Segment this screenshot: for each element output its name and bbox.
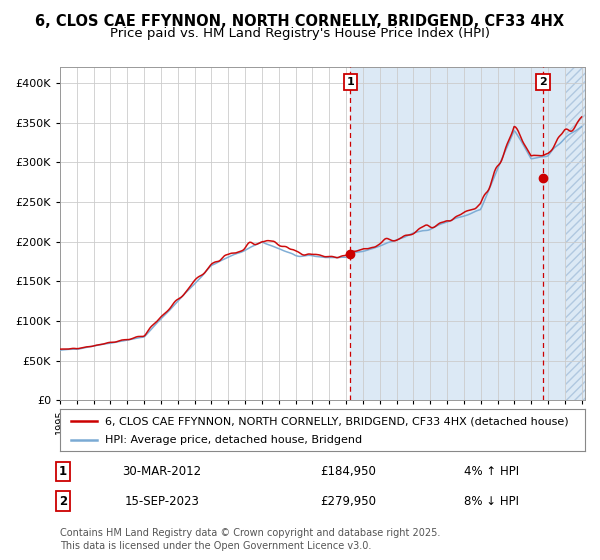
Text: 15-SEP-2023: 15-SEP-2023 [125,494,199,508]
Text: £184,950: £184,950 [320,465,376,478]
Text: 30-MAR-2012: 30-MAR-2012 [122,465,202,478]
Text: 2: 2 [539,77,547,87]
Text: 1: 1 [59,465,67,478]
Text: 4% ↑ HPI: 4% ↑ HPI [464,465,520,478]
Text: £279,950: £279,950 [320,494,376,508]
Text: 1: 1 [346,77,354,87]
Text: Price paid vs. HM Land Registry's House Price Index (HPI): Price paid vs. HM Land Registry's House … [110,27,490,40]
Text: 8% ↓ HPI: 8% ↓ HPI [464,494,520,508]
Text: 6, CLOS CAE FFYNNON, NORTH CORNELLY, BRIDGEND, CF33 4HX (detached house): 6, CLOS CAE FFYNNON, NORTH CORNELLY, BRI… [104,417,568,426]
Text: 2: 2 [59,494,67,508]
Text: 6, CLOS CAE FFYNNON, NORTH CORNELLY, BRIDGEND, CF33 4HX: 6, CLOS CAE FFYNNON, NORTH CORNELLY, BRI… [35,14,565,29]
Text: Contains HM Land Registry data © Crown copyright and database right 2025.
This d: Contains HM Land Registry data © Crown c… [60,528,440,550]
Text: HPI: Average price, detached house, Bridgend: HPI: Average price, detached house, Brid… [104,435,362,445]
Bar [566,67,585,400]
Bar [350,67,585,400]
